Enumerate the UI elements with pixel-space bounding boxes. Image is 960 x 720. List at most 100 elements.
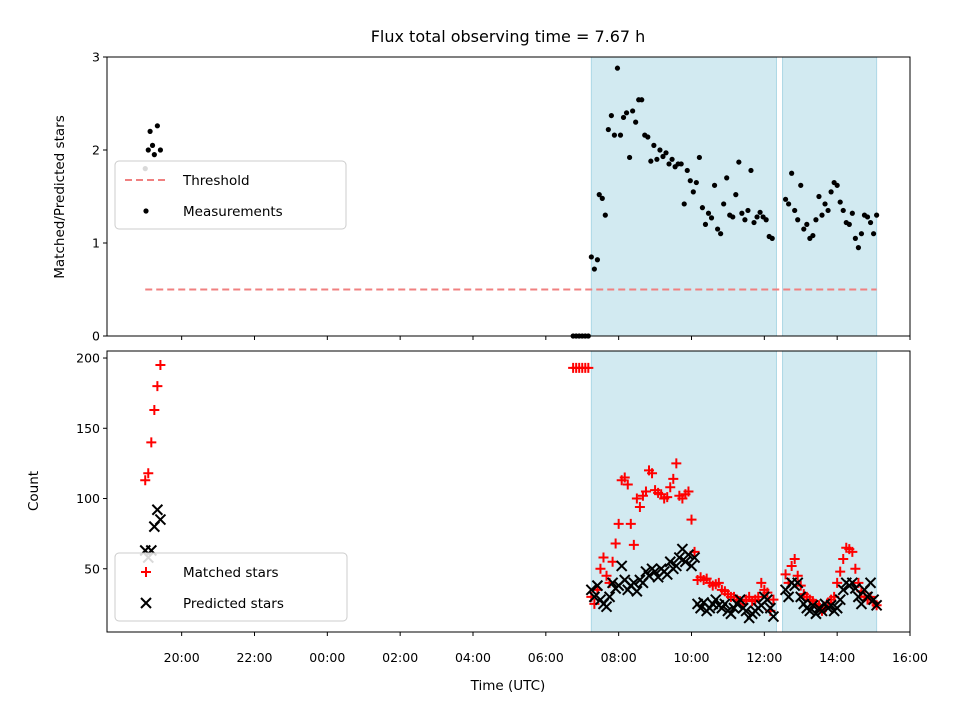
x-tick-label: 08:00 — [601, 650, 637, 665]
measurements-point — [742, 217, 748, 223]
predicted-stars-point — [688, 551, 701, 564]
matched-stars-point — [610, 538, 621, 549]
matched-stars-point — [786, 560, 797, 571]
measurements-point — [792, 207, 798, 214]
measurements-point — [840, 207, 846, 214]
measurements-point — [651, 142, 657, 148]
legend-box — [114, 552, 348, 622]
legend-label: Threshold — [182, 173, 250, 189]
measurements-point — [846, 221, 852, 227]
predicted-stars-point — [649, 565, 661, 578]
matched-stars-point — [792, 570, 803, 581]
predicted-stars-point — [685, 560, 698, 572]
matched-stars-point — [583, 362, 594, 373]
measurements-point — [666, 161, 672, 167]
predicted-stars-point — [846, 577, 859, 589]
measurements-point — [849, 210, 855, 216]
matched-stars-point — [613, 518, 624, 529]
x-tick-label: 20:00 — [164, 650, 200, 665]
measurements-point — [687, 178, 693, 184]
measurements-point — [617, 132, 624, 138]
measurements-point — [596, 192, 602, 198]
y-tick-label: 0 — [92, 329, 100, 344]
measurements-point — [789, 170, 795, 176]
measurements-point — [870, 231, 877, 237]
x-tick-label: 06:00 — [528, 650, 564, 665]
measurements-point — [721, 201, 727, 207]
bottom-y-axis-label: Count — [26, 471, 42, 511]
matched-stars-point — [683, 486, 694, 497]
measurements-point — [757, 209, 763, 215]
predicted-stars-point — [615, 560, 628, 572]
top-legend: Threshold Measurements — [114, 160, 347, 230]
matched-stars-point — [847, 546, 858, 557]
matched-stars-point — [753, 591, 764, 602]
predicted-stars-point — [588, 591, 601, 603]
x-tick-label: 10:00 — [673, 650, 709, 665]
matched-stars-point — [598, 552, 609, 563]
measurements-point — [745, 207, 751, 214]
measurements-point — [867, 219, 874, 226]
measurements-point — [724, 175, 730, 181]
measurements-point — [748, 167, 754, 174]
predicted-stars-point — [810, 608, 822, 620]
measurements-point — [813, 217, 819, 223]
legend-marker — [143, 208, 149, 214]
matched-stars-point — [140, 475, 151, 486]
measurements-point — [828, 189, 834, 195]
measurements-point — [864, 214, 871, 220]
measurements-point — [614, 65, 621, 71]
x-tick-label: 22:00 — [236, 650, 272, 665]
predicted-stars-point — [606, 577, 619, 589]
x-tick-label: 02:00 — [382, 650, 418, 665]
predicted-stars-point — [834, 593, 846, 606]
measurements-point — [594, 257, 601, 263]
matched-stars-point — [756, 577, 767, 588]
measurements-point — [693, 179, 699, 186]
measurements-point — [669, 156, 675, 162]
top-panel: 0 1 2 3 Threshold Measurements — [92, 50, 911, 344]
matched-stars-point — [146, 437, 157, 448]
measurements-point — [855, 245, 862, 251]
predicted-stars-point — [807, 599, 819, 612]
measurements-point — [837, 199, 843, 205]
observing-window-1 — [590, 56, 777, 337]
measurements-point — [654, 156, 660, 162]
measurements-point — [804, 221, 810, 227]
predicted-stars-point — [764, 602, 777, 614]
measurements-point — [660, 153, 666, 160]
predicted-stars-point — [849, 582, 862, 595]
predicted-stars-point — [816, 605, 828, 617]
measurements-point — [798, 182, 804, 188]
legend-label: Matched stars — [183, 565, 279, 581]
predicted-stars-point — [628, 577, 640, 589]
measurements-point — [733, 192, 739, 198]
matched-stars-point — [155, 360, 166, 371]
measurements-point — [708, 215, 715, 221]
y-tick-label: 150 — [76, 421, 100, 436]
legend-marker — [141, 567, 151, 577]
measurements-point — [825, 207, 831, 214]
predicted-stars-point — [694, 602, 707, 614]
matched-stars-point — [789, 553, 800, 564]
measurements-point — [782, 196, 789, 202]
predicted-stars-point — [767, 610, 780, 623]
measurements-point — [714, 226, 721, 232]
predicted-stars-point — [831, 602, 843, 614]
measurements-point — [639, 97, 645, 103]
matched-stars-point — [668, 473, 679, 484]
measurements-point — [769, 235, 775, 241]
measurements-point — [819, 212, 825, 218]
measurements-point — [801, 226, 807, 232]
predicted-stars-point — [154, 513, 167, 526]
predicted-stars-point — [861, 591, 874, 603]
measurements-point — [157, 147, 164, 153]
y-tick-label: 2 — [92, 143, 100, 158]
measurements-point — [763, 217, 769, 223]
observing-window-2 — [782, 56, 878, 337]
measurements-point — [736, 159, 742, 165]
measurements-point — [648, 158, 654, 164]
predicted-stars-point — [719, 598, 731, 610]
predicted-stars-point — [725, 608, 737, 620]
